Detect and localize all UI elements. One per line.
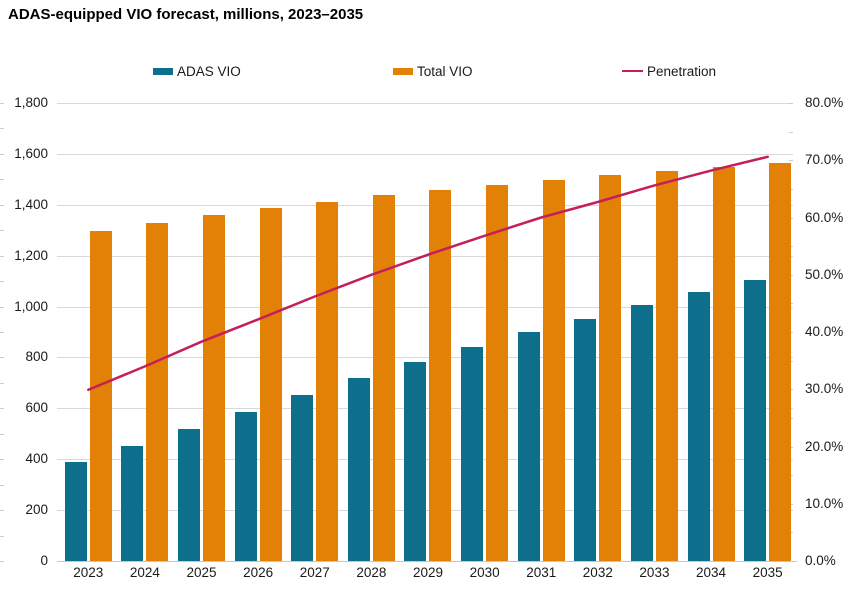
- y-axis-tick: [0, 433, 4, 435]
- y-axis-tick: [0, 281, 4, 283]
- x-axis-label: 2032: [582, 565, 613, 580]
- bar-adas-vio-2028: [347, 378, 370, 561]
- bar-total-vio-2024: [146, 223, 169, 561]
- legend-label-penetration: Penetration: [647, 63, 717, 79]
- y-axis-tick: [0, 561, 4, 562]
- bar-total-vio-2032: [599, 175, 622, 561]
- legend-item-adas-vio[interactable]: ADAS VIO: [153, 62, 241, 80]
- bar-total-vio-2034: [712, 166, 735, 561]
- bar-adas-vio-2035: [744, 280, 767, 561]
- bar-adas-vio-2031: [517, 332, 540, 561]
- y2-axis-label: 0.0%: [805, 553, 836, 568]
- y-axis-label: 1,000: [14, 298, 48, 314]
- y-axis-label: 0: [40, 553, 48, 568]
- penetration-swatch-icon: [622, 69, 643, 73]
- y-axis-tick: [0, 306, 4, 308]
- x-axis-label: 2024: [129, 565, 160, 580]
- legend-item-penetration[interactable]: Penetration: [622, 62, 716, 80]
- bar-total-vio-2025: [203, 215, 226, 561]
- y-axis-tick: [0, 484, 4, 486]
- y2-axis-label: 30.0%: [805, 381, 844, 397]
- bar-total-vio-2027: [316, 201, 339, 561]
- legend-item-total-vio[interactable]: Total VIO: [393, 62, 473, 80]
- y2-axis-label: 70.0%: [805, 152, 844, 168]
- gridline: [57, 153, 793, 155]
- y-axis-tick: [0, 204, 4, 206]
- x-axis-label: 2028: [356, 565, 387, 580]
- bar-adas-vio-2026: [234, 411, 257, 561]
- gridline: [57, 204, 793, 206]
- y-axis-label: 600: [25, 400, 48, 416]
- bar-total-vio-2031: [542, 179, 565, 561]
- total-vio-swatch-icon: [393, 67, 413, 75]
- bar-adas-vio-2034: [687, 292, 710, 561]
- y-axis-tick: [0, 382, 4, 384]
- y-axis-tick: [0, 179, 4, 181]
- x-axis-label: 2029: [412, 565, 443, 580]
- x-axis-label: 2031: [526, 565, 557, 580]
- y-axis-tick: [0, 459, 4, 461]
- bar-total-vio-2033: [655, 170, 678, 561]
- y-axis-tick: [0, 510, 4, 512]
- y-axis-label: 1,200: [14, 247, 48, 263]
- gridline: [57, 103, 793, 104]
- y2-axis-label: 10.0%: [805, 495, 844, 511]
- bar-adas-vio-2024: [121, 445, 144, 561]
- x-axis-label: 2035: [752, 565, 783, 580]
- x-axis-label: 2023: [73, 565, 104, 580]
- y-axis-label: 1,400: [14, 196, 48, 212]
- y2-axis-label: 50.0%: [805, 266, 844, 282]
- bar-adas-vio-2025: [178, 428, 201, 561]
- x-axis-line: [57, 561, 797, 562]
- x-axis-label: 2026: [243, 565, 274, 580]
- x-axis-label: 2027: [299, 565, 330, 580]
- y-axis-tick: [0, 128, 4, 130]
- bar-total-vio-2035: [769, 163, 792, 561]
- y-axis-label: 800: [25, 349, 48, 365]
- bar-adas-vio-2032: [574, 318, 597, 561]
- y2-axis-label: 60.0%: [805, 209, 844, 225]
- y-axis-label: 400: [25, 451, 48, 467]
- x-axis-label: 2033: [639, 565, 670, 580]
- chart-title: ADAS-equipped VIO forecast, millions, 20…: [8, 6, 364, 23]
- y-axis-tick: [0, 535, 4, 537]
- y-axis-tick: [0, 230, 4, 232]
- bar-total-vio-2028: [372, 195, 395, 561]
- y2-axis-tick: [789, 131, 793, 133]
- bar-total-vio-2023: [89, 231, 112, 561]
- legend-label-adas-vio: ADAS VIO: [177, 63, 241, 79]
- y2-axis-label: 40.0%: [805, 324, 844, 339]
- y2-axis-tick: [789, 160, 793, 162]
- y2-axis-tick: [789, 103, 793, 104]
- bar-adas-vio-2023: [64, 462, 87, 561]
- y-axis-label: 1,600: [14, 145, 48, 161]
- bar-adas-vio-2030: [461, 347, 484, 561]
- y2-axis-label: 20.0%: [805, 438, 844, 454]
- bar-total-vio-2026: [259, 207, 282, 561]
- y-axis-tick: [0, 408, 4, 410]
- y-axis-tick: [0, 255, 4, 257]
- y2-axis-tick: [789, 561, 793, 562]
- bar-total-vio-2030: [486, 184, 509, 561]
- y-axis-tick: [0, 153, 4, 155]
- y-axis-tick: [0, 332, 4, 333]
- bar-adas-vio-2029: [404, 362, 427, 561]
- y-axis-tick: [0, 103, 4, 104]
- y-axis-label: 1,800: [14, 95, 48, 110]
- legend-label-total-vio: Total VIO: [417, 63, 473, 79]
- bar-adas-vio-2033: [630, 305, 653, 561]
- x-axis-label: 2025: [186, 565, 217, 580]
- adas-vio-swatch-icon: [153, 67, 173, 75]
- y-axis-label: 200: [25, 502, 48, 518]
- bar-total-vio-2029: [429, 189, 452, 561]
- y-axis-tick: [0, 357, 4, 359]
- y2-axis-label: 80.0%: [805, 95, 844, 110]
- bar-adas-vio-2027: [291, 395, 314, 561]
- x-axis-label: 2034: [696, 565, 727, 580]
- x-axis-label: 2030: [469, 565, 500, 580]
